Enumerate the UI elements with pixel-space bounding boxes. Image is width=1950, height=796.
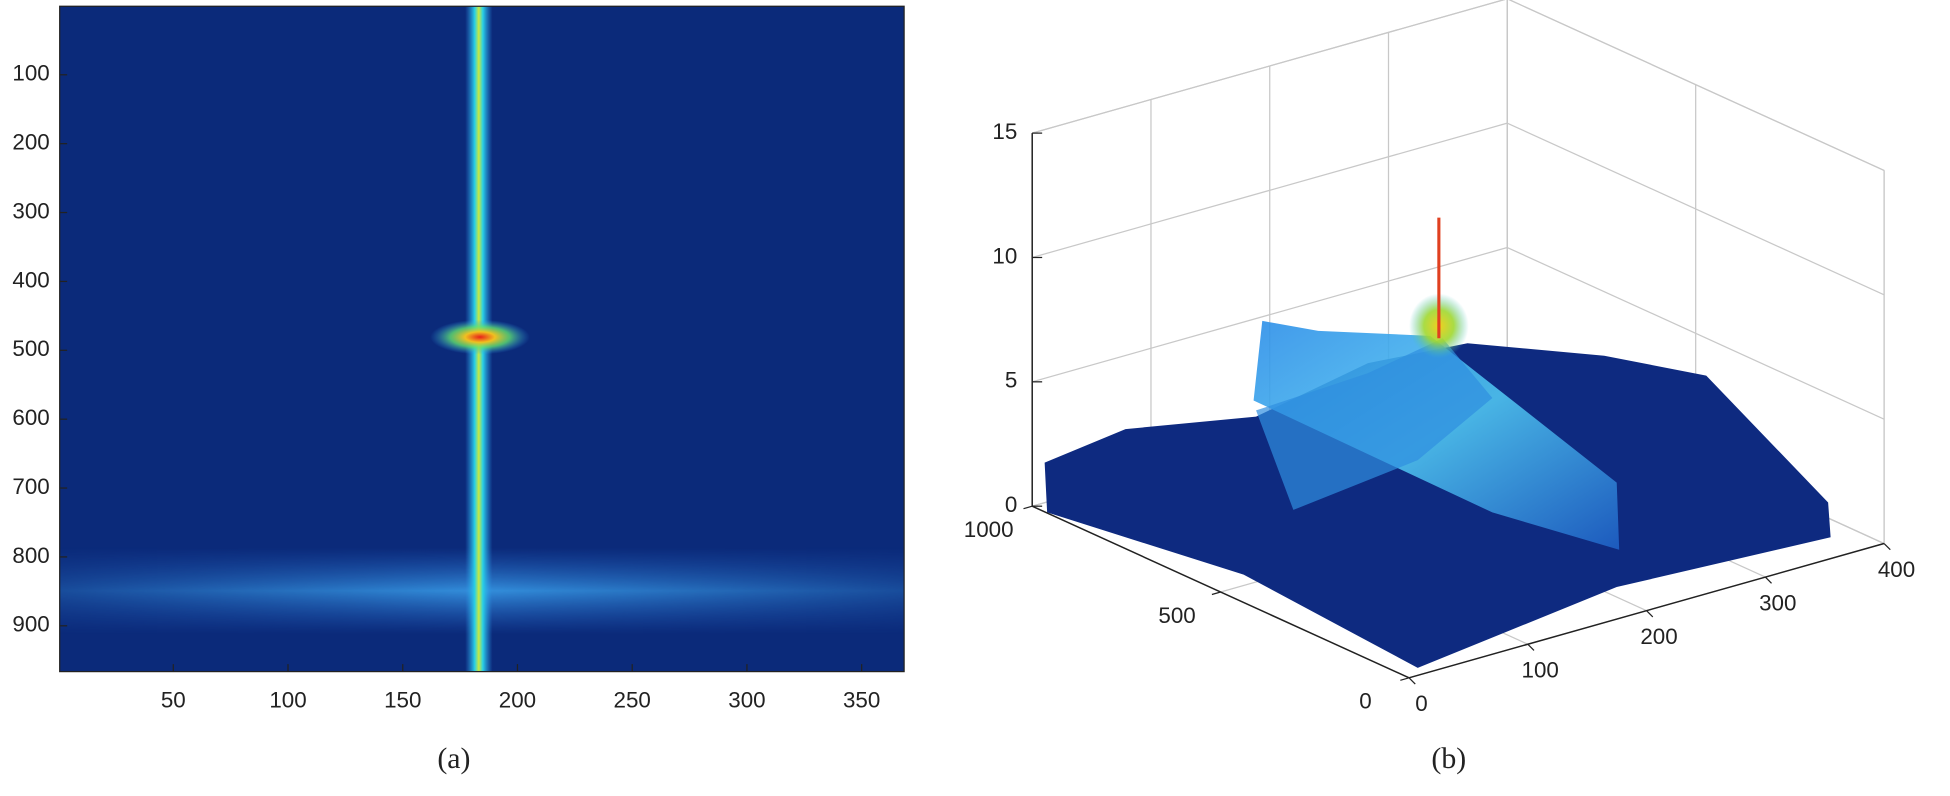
axis-line (1031, 505, 1410, 679)
y-tick-label: 200 (12, 130, 49, 155)
caption: (a) (437, 742, 470, 775)
x-tick-label: 100 (269, 687, 306, 712)
surface-floor (1044, 343, 1831, 668)
y-tick (1023, 505, 1033, 510)
y-tick-label: 400 (12, 267, 49, 292)
y-tick-label: 900 (12, 612, 49, 637)
z-tick-label: 10 (992, 243, 1017, 268)
x-tick-label: 250 (614, 687, 651, 712)
x-tick-label: 100 (1522, 658, 1559, 683)
y-tick-label: 500 (12, 336, 49, 361)
z-tick-label: 5 (1005, 368, 1017, 393)
x-tick (1527, 643, 1535, 651)
y-tick-label: 0 (1359, 689, 1371, 714)
x-tick-label: 200 (499, 687, 536, 712)
y-tick-label: 800 (12, 543, 49, 568)
ridge-x (1256, 338, 1493, 510)
x-tick-label: 0 (1415, 691, 1427, 716)
x-tick-label: 50 (161, 687, 186, 712)
y-tick-label: 500 (1158, 603, 1195, 628)
x-tick (1646, 610, 1654, 618)
axes-frame (59, 5, 905, 673)
y-tick (1211, 591, 1221, 596)
y-tick-label: 600 (12, 405, 49, 430)
y-tick-label: 1000 (964, 517, 1014, 542)
y-tick-label: 100 (12, 61, 49, 86)
x-tick-label: 300 (1759, 590, 1796, 615)
surface-image (1044, 217, 1831, 668)
x-tick-label: 200 (1640, 624, 1677, 649)
z-tick-label: 0 (1005, 492, 1017, 517)
y-tick-label: 700 (12, 474, 49, 499)
caption: (b) (1431, 742, 1466, 775)
center-peak (430, 319, 530, 355)
y-tick-label: 300 (12, 198, 49, 223)
x-tick-label: 150 (384, 687, 421, 712)
z-tick-label: 15 (992, 119, 1017, 144)
x-tick-label: 400 (1878, 557, 1915, 582)
x-tick-label: 350 (843, 687, 880, 712)
x-tick (1883, 543, 1891, 551)
x-tick (1408, 677, 1416, 685)
heatmap-image (59, 6, 905, 672)
y-tick (1400, 677, 1410, 681)
x-tick-label: 300 (728, 687, 765, 712)
x-tick (1764, 576, 1772, 584)
